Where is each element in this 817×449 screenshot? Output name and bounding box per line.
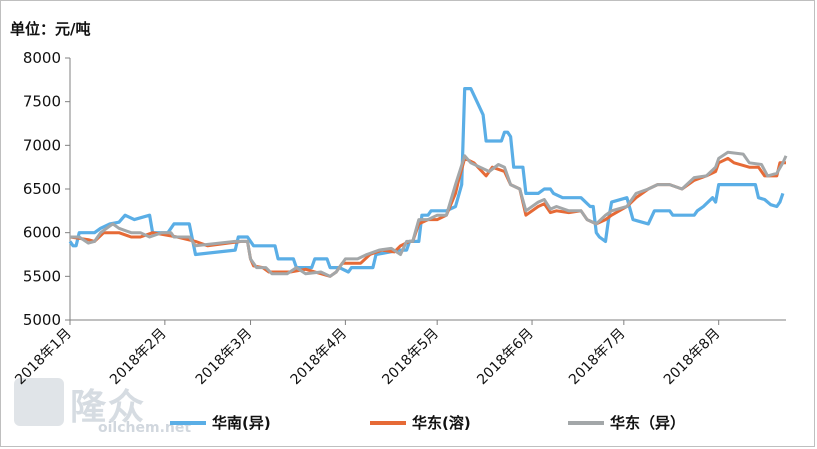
legend-label-huadong-rong: 华东(溶) bbox=[412, 414, 471, 432]
series-line-2 bbox=[69, 156, 786, 278]
x-tick-label: 2018年3月 bbox=[193, 326, 256, 389]
watermark-url: oilchem.net bbox=[98, 420, 192, 436]
y-tick-label: 6000 bbox=[23, 224, 61, 242]
watermark-name: 隆众 bbox=[70, 387, 147, 428]
y-tick-label: 5500 bbox=[23, 267, 61, 285]
legend-item-huadong-yi: 华东（异） bbox=[568, 412, 685, 433]
y-tick-label: 5000 bbox=[23, 311, 61, 329]
watermark-logo-icon bbox=[14, 378, 64, 426]
x-tick-label: 2018年7月 bbox=[566, 326, 629, 389]
y-tick-label: 8000 bbox=[23, 49, 61, 67]
legend-swatch-huanan-yi bbox=[170, 420, 206, 425]
legend-swatch-huadong-yi bbox=[568, 420, 604, 425]
legend-swatch-huadong-rong bbox=[370, 420, 406, 425]
x-tick-label: 2018年6月 bbox=[474, 326, 537, 389]
unit-label: 单位：元/吨 bbox=[10, 20, 91, 38]
legend-label-huanan-yi: 华南(异) bbox=[212, 414, 271, 432]
x-tick-label: 2018年5月 bbox=[379, 326, 442, 389]
legend-label-huadong-yi: 华东（异） bbox=[610, 414, 686, 432]
series-line-1 bbox=[68, 86, 785, 274]
legend-item-huanan-yi: 华南(异) bbox=[170, 412, 271, 433]
x-tick-label: 2018年8月 bbox=[661, 326, 724, 389]
x-tick-label: 2018年1月 bbox=[12, 326, 75, 389]
x-tick-label: 2018年4月 bbox=[288, 326, 351, 389]
legend-item-huadong-rong: 华东(溶) bbox=[370, 412, 471, 433]
series-line-3 bbox=[70, 150, 788, 278]
y-tick-label: 7000 bbox=[23, 136, 61, 154]
x-tick-label: 2018年2月 bbox=[107, 326, 170, 389]
y-tick-label: 7500 bbox=[23, 93, 61, 111]
y-tick-label: 6500 bbox=[23, 180, 61, 198]
